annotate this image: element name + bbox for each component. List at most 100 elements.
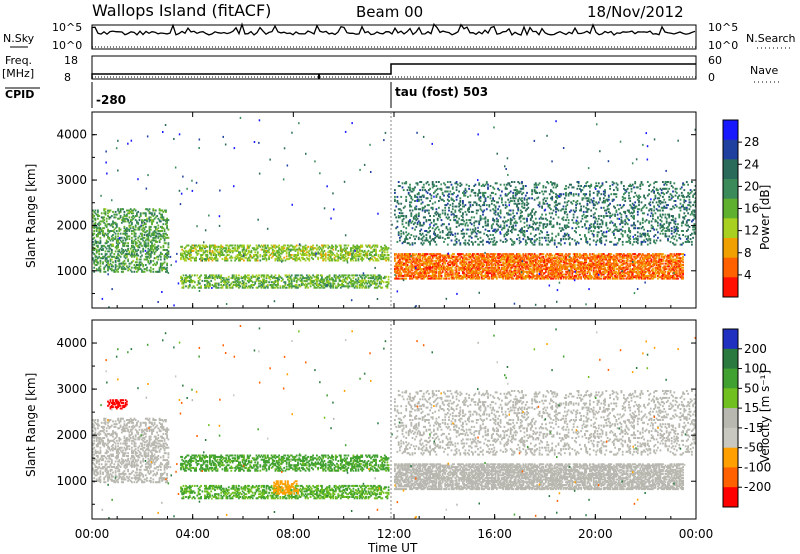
power-cell <box>411 264 414 266</box>
power-cell <box>148 249 151 251</box>
power-cell <box>115 269 118 272</box>
power-cell <box>294 259 297 262</box>
power-cell <box>327 275 330 278</box>
power-cell <box>400 264 403 266</box>
power-cell <box>431 270 434 273</box>
power-cell <box>485 270 488 273</box>
power-cell <box>238 286 240 289</box>
power-cell <box>220 251 223 254</box>
power-cell <box>450 274 453 277</box>
power-cell <box>426 261 429 264</box>
power-cell <box>395 265 398 268</box>
power-cell <box>380 277 382 280</box>
power-cell <box>238 252 240 255</box>
power-cell <box>508 273 511 276</box>
power-cell <box>251 286 254 289</box>
power-cell <box>206 279 209 282</box>
power-cell <box>433 255 435 258</box>
power-cell <box>316 275 318 278</box>
power-cell <box>409 270 411 273</box>
power-cell <box>147 239 150 242</box>
power-cell <box>146 220 148 223</box>
power-cell <box>133 254 136 257</box>
power-cell <box>248 256 250 259</box>
power-cell <box>278 259 280 262</box>
power-cell <box>115 257 118 260</box>
power-cell <box>482 262 484 265</box>
power-cell <box>352 247 355 250</box>
power-cell <box>485 261 488 264</box>
power-cell <box>205 249 207 252</box>
power-cell <box>251 284 254 286</box>
power-cell <box>344 255 347 258</box>
power-cell <box>358 279 361 282</box>
power-cell <box>492 274 494 277</box>
power-cell <box>142 264 145 266</box>
power-cell <box>277 277 279 280</box>
power-cell <box>430 266 433 269</box>
power-cell <box>426 268 429 271</box>
power-cell <box>235 274 238 277</box>
power-cell <box>205 286 207 289</box>
power-cell <box>441 266 444 269</box>
power-cell <box>428 265 430 268</box>
power-cell <box>518 270 521 273</box>
power-cell <box>137 269 140 272</box>
power-cell <box>509 268 512 271</box>
power-cell <box>499 269 502 272</box>
power-cell <box>94 258 97 261</box>
power-cell <box>321 254 323 256</box>
power-cell <box>98 249 101 251</box>
power-cell <box>493 269 496 272</box>
power-cell <box>316 282 318 285</box>
power-cell <box>368 285 371 288</box>
power-cell <box>317 251 319 254</box>
power-cell <box>387 275 390 278</box>
power-cell <box>290 278 293 281</box>
power-cell <box>219 248 221 251</box>
power-cell <box>336 286 338 289</box>
power-cell <box>474 261 477 264</box>
power-cell <box>372 274 375 277</box>
power-cell <box>324 256 327 259</box>
power-cell <box>151 232 153 235</box>
power-cell <box>114 238 117 241</box>
power-cell <box>97 215 99 217</box>
power-cell <box>105 224 108 227</box>
power-cell <box>216 259 219 262</box>
power-cell <box>243 259 245 262</box>
power-cell <box>192 256 195 259</box>
power-cell <box>430 262 433 265</box>
power-cell <box>422 268 425 271</box>
power-cell <box>332 279 335 282</box>
power-cell <box>161 227 163 230</box>
power-cell <box>477 277 479 280</box>
power-cell <box>156 215 158 217</box>
power-cell <box>209 274 211 277</box>
power-cell <box>329 285 332 288</box>
power-cell <box>302 277 304 280</box>
power-cell <box>167 219 170 222</box>
power-cell <box>244 251 247 254</box>
power-cell <box>350 252 352 255</box>
power-cell <box>439 269 442 272</box>
power-cell <box>375 251 377 254</box>
power-cell <box>439 264 442 266</box>
power-cell <box>192 249 195 252</box>
power-cell <box>355 274 357 277</box>
power-cell <box>112 210 114 213</box>
power-cell <box>357 278 360 281</box>
power-cell <box>186 279 189 282</box>
power-cell <box>524 253 527 256</box>
power-cell <box>407 254 410 257</box>
power-cell <box>314 282 317 285</box>
power-cell <box>509 259 512 262</box>
power-cell <box>352 279 355 282</box>
power-cell <box>431 266 434 269</box>
power-cell <box>303 279 306 282</box>
power-cell <box>490 274 493 277</box>
power-cell <box>344 258 347 261</box>
power-cell <box>109 253 112 256</box>
power-cell <box>502 261 504 264</box>
power-cell <box>248 258 250 261</box>
